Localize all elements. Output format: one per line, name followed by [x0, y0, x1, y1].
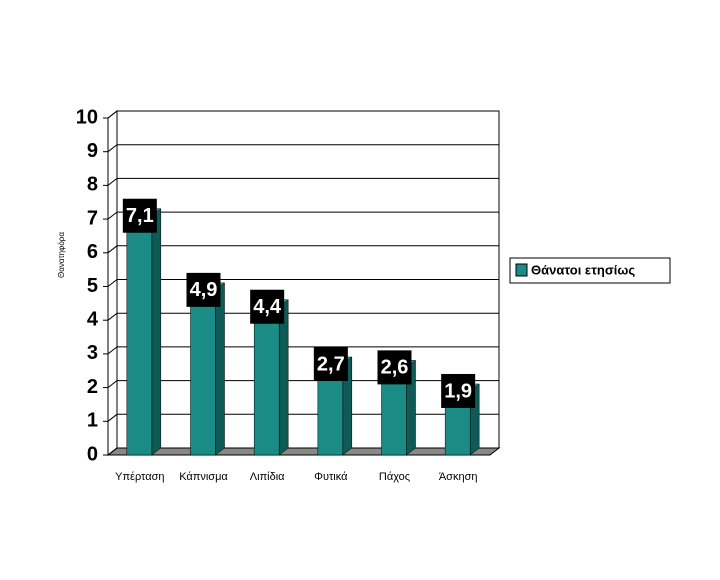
grid-line	[107, 346, 499, 355]
x-tick-label: Φυτικά	[314, 471, 348, 483]
bar	[126, 215, 153, 456]
value-label-box	[250, 289, 285, 324]
legend-label: Θάνατοι ετησίως	[531, 262, 635, 277]
grid-line	[107, 312, 499, 321]
value-label-box	[377, 350, 412, 385]
grid-line	[107, 447, 499, 456]
value-label-box	[313, 347, 348, 382]
value-label: 2,7	[317, 353, 345, 375]
value-label: 4,9	[190, 279, 218, 301]
value-label-box	[186, 272, 221, 307]
value-label: 1,9	[444, 380, 472, 402]
y-axis-label: Θανατηφόρα	[57, 232, 66, 278]
y-tick-label: 0	[87, 443, 98, 465]
grid-line	[107, 144, 499, 153]
x-tick-label: Πάχος	[379, 471, 410, 483]
y-tick-label: 2	[87, 376, 98, 398]
y-tick-label: 6	[87, 241, 98, 263]
x-tick-label: Κάπνισμα	[179, 471, 228, 483]
y-tick-label: 1	[87, 410, 98, 432]
grid-line	[107, 177, 499, 186]
bar	[190, 289, 216, 456]
plot-floor	[106, 447, 501, 456]
value-label: 4,4	[253, 296, 282, 318]
x-tick-label: Άσκηση	[439, 471, 478, 483]
value-label-box	[441, 373, 476, 408]
legend-box	[509, 257, 671, 284]
value-label: 2,6	[381, 357, 409, 379]
bar-side	[151, 208, 162, 456]
bar-side	[215, 282, 225, 456]
y-tick-label: 10	[76, 106, 98, 128]
value-label-box	[122, 198, 157, 233]
y-tick-label: 9	[87, 140, 98, 162]
y-tick-label: 8	[87, 174, 98, 196]
bar	[253, 306, 280, 456]
y-tick-label: 4	[87, 308, 99, 330]
x-tick-label: Υπέρταση	[115, 471, 164, 483]
grid-line	[107, 245, 499, 254]
grid-line	[107, 380, 499, 388]
x-tick-label: Λιπίδια	[250, 471, 285, 483]
bar-group	[189, 282, 226, 456]
legend-swatch	[515, 263, 528, 277]
y-tick-label: 3	[87, 342, 98, 364]
grid-line	[107, 413, 499, 422]
y-tick-label: 5	[87, 275, 98, 297]
value-label: 7,1	[126, 205, 154, 227]
grid-line	[107, 110, 499, 119]
y-tick-label: 7	[87, 207, 98, 229]
grid-line	[107, 279, 499, 287]
bar-group	[126, 208, 162, 456]
grid-line	[107, 211, 499, 220]
